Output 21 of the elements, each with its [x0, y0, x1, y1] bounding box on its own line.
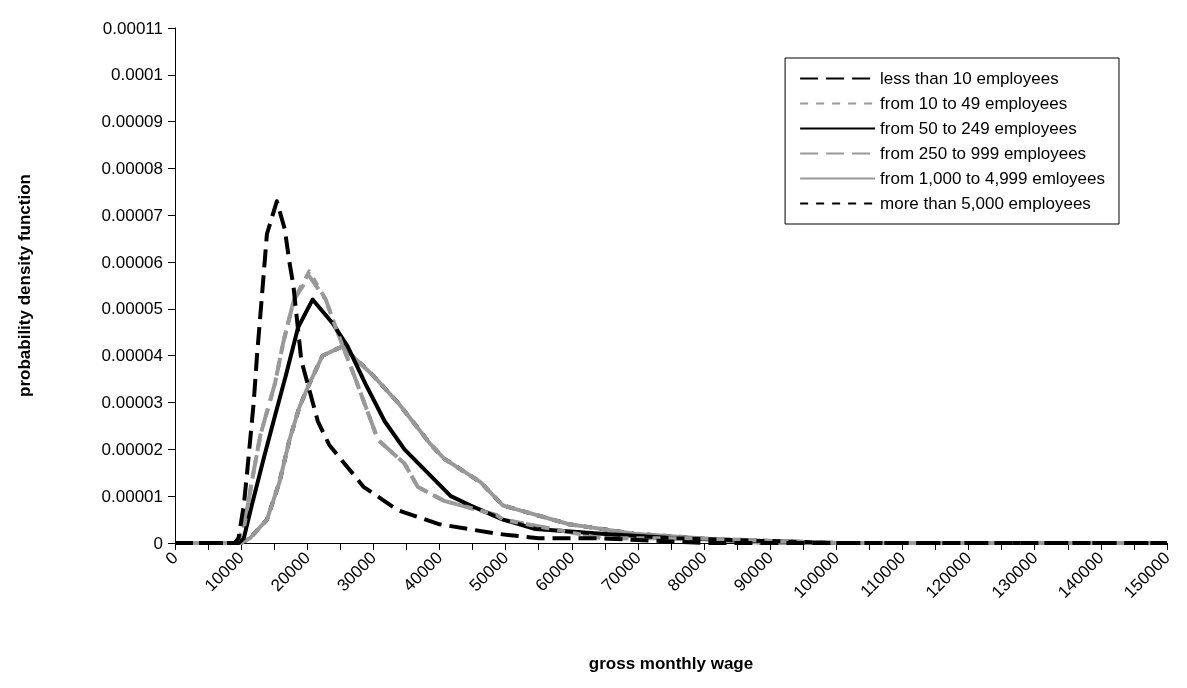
y-axis-title: probability density function: [15, 174, 34, 397]
y-tick-label: 0.00007: [101, 205, 163, 225]
y-tick-label: 0.00009: [101, 112, 163, 132]
y-tick-label: 0: [153, 533, 163, 553]
legend-label: from 50 to 249 employees: [880, 119, 1077, 138]
y-tick-label: 0.00008: [101, 158, 163, 178]
legend-label: from 10 to 49 employees: [880, 94, 1068, 113]
legend-label: less than 10 employees: [880, 69, 1059, 88]
x-tick-label: 0: [161, 548, 182, 569]
y-tick-label: 0.0001: [111, 65, 163, 85]
y-tick-label: 0.00011: [102, 18, 163, 38]
y-tick-label: 0.00003: [101, 393, 163, 413]
y-tick-label: 0.00004: [101, 346, 163, 366]
y-tick-label: 0.00002: [101, 439, 163, 459]
y-tick-label: 0.00005: [101, 299, 163, 319]
x-axis-title: gross monthly wage: [588, 654, 754, 673]
legend-label: more than 5,000 employees: [880, 194, 1091, 213]
legend-label: from 1,000 to 4,999 emloyees: [880, 169, 1106, 188]
legend-label: from 250 to 999 employees: [880, 144, 1087, 163]
y-tick-label: 0.00006: [101, 252, 163, 272]
y-tick-label: 0.00001: [101, 486, 163, 506]
